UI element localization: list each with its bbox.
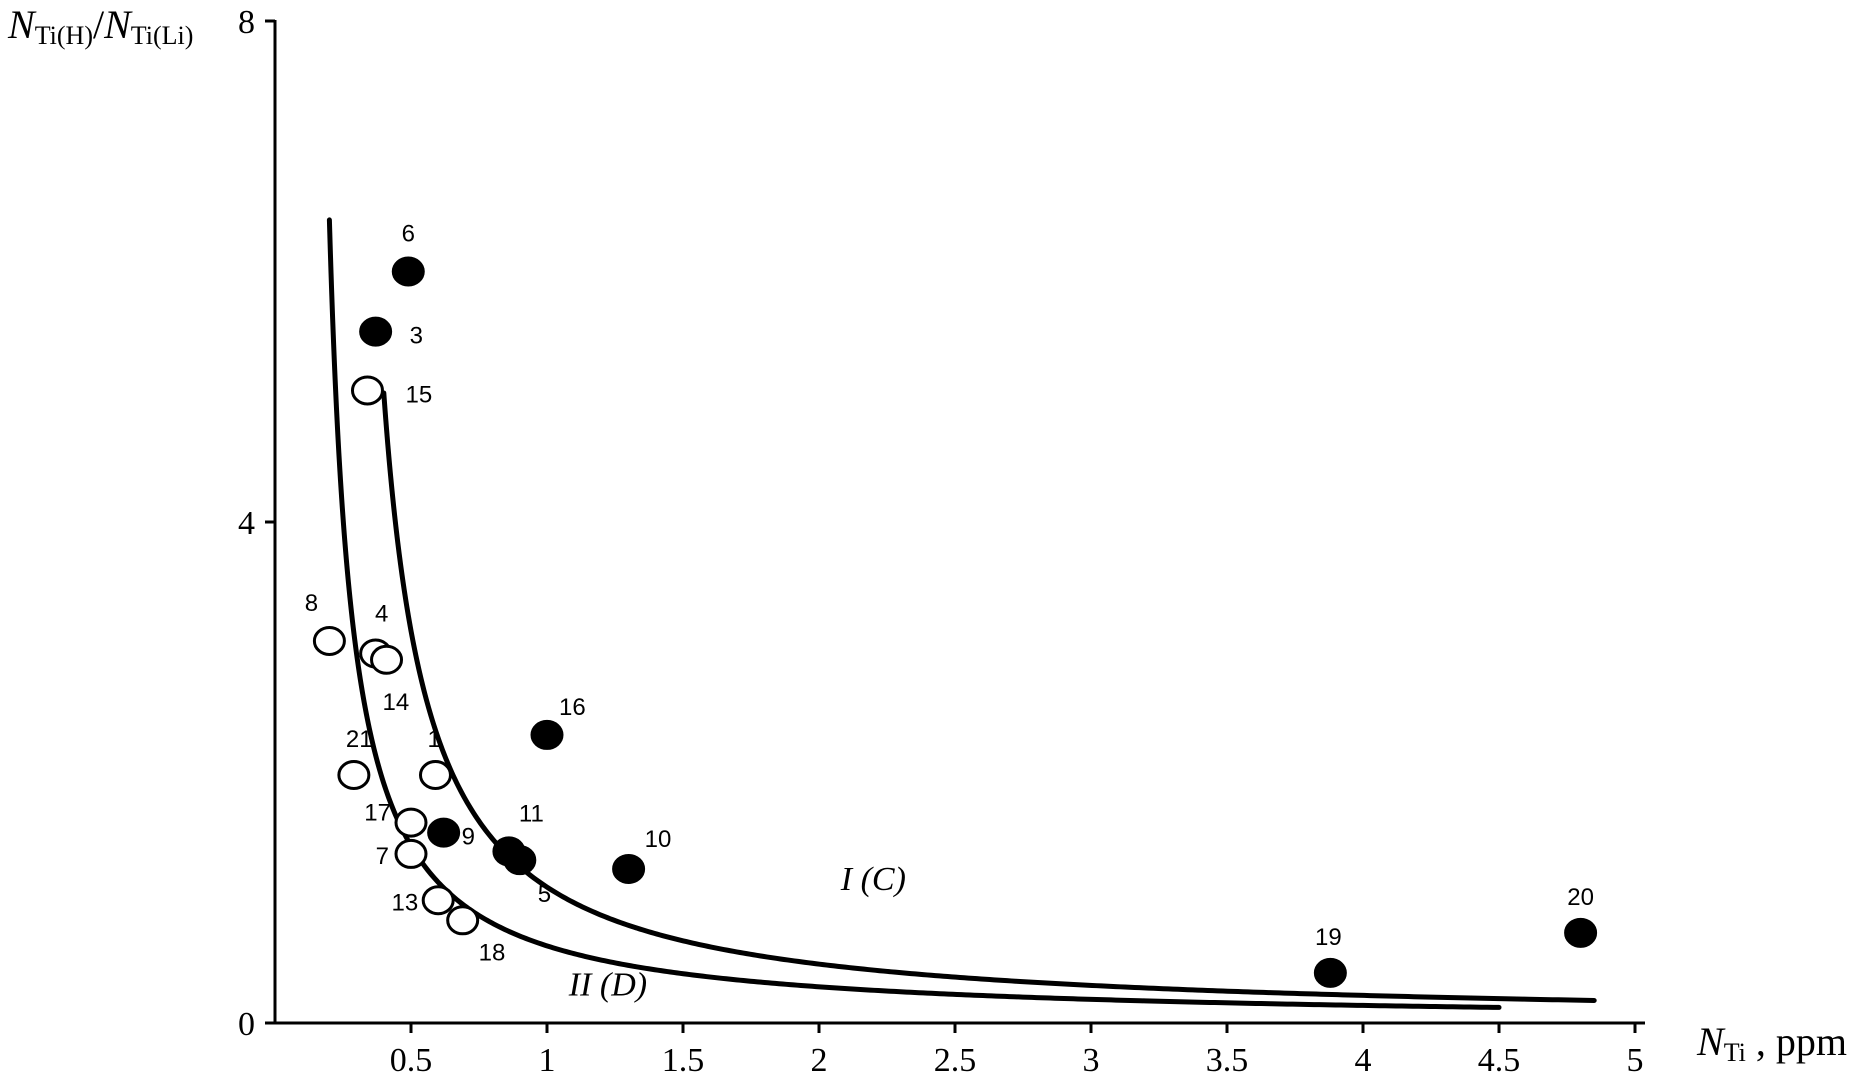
- x-ticks: 0.5 1 1.5 2 2.5 3 3.5 4 4.5 5: [390, 1023, 1644, 1079]
- x-tick-label: 5: [1627, 1042, 1644, 1079]
- point-label: 20: [1567, 884, 1594, 911]
- point-label: 18: [479, 939, 506, 966]
- y-tick-label: 8: [238, 4, 255, 41]
- x-tick-label: 4.5: [1478, 1042, 1521, 1079]
- axes: [273, 20, 1645, 1025]
- point-label: 11: [519, 800, 544, 827]
- point-label: 7: [376, 843, 389, 870]
- point-label: 1: [427, 726, 440, 753]
- point-label: 6: [402, 221, 415, 248]
- point-label: 10: [645, 826, 672, 853]
- x-tick-label: 3: [1083, 1042, 1100, 1079]
- fitted-curves: [326, 217, 1597, 1010]
- filled-point: [1564, 917, 1598, 948]
- curve-label: I (C): [840, 861, 906, 898]
- open-point: [312, 625, 346, 656]
- point-label: 21: [346, 726, 373, 753]
- point-label: 5: [538, 881, 551, 908]
- curve-ii: [326, 217, 1502, 1010]
- point-label: 17: [364, 800, 391, 827]
- filled-point: [359, 316, 393, 347]
- x-tick-label: 3.5: [1206, 1042, 1249, 1079]
- open-point: [418, 760, 452, 791]
- filled-point: [503, 845, 537, 876]
- point-label: 15: [405, 381, 432, 408]
- data-points: [312, 256, 1598, 988]
- x-tick-label: 0.5: [390, 1042, 433, 1079]
- filled-point: [1313, 957, 1347, 988]
- filled-point: [612, 853, 646, 884]
- point-labels: 6 3 16 9 11 5 10 19 20 15 8 4 14 21 1 17 713 18: [305, 221, 1594, 967]
- x-tick-label: 2.5: [934, 1042, 977, 1079]
- open-point: [337, 760, 371, 791]
- open-point: [394, 807, 428, 838]
- point-label: 9: [462, 824, 475, 851]
- filled-point: [427, 817, 461, 848]
- y-tick-label: 4: [238, 505, 255, 542]
- open-point: [446, 905, 480, 936]
- x-tick-label: 1.5: [662, 1042, 705, 1079]
- open-point: [370, 644, 404, 675]
- open-point: [421, 885, 455, 916]
- point-label: 16: [559, 694, 586, 721]
- y-ticks: 0 4 8: [238, 4, 275, 1043]
- y-axis-title: NTi(H)/NTi(Li): [7, 2, 193, 50]
- filled-point: [530, 719, 564, 750]
- point-label: 13: [391, 889, 418, 916]
- open-point: [350, 375, 384, 406]
- x-axis-title: NTi , ppm: [1696, 1019, 1847, 1067]
- curve-label: II (D): [568, 966, 647, 1003]
- y-tick-label: 0: [238, 1006, 255, 1043]
- open-point: [394, 838, 428, 869]
- point-label: 8: [305, 590, 318, 617]
- point-label: 3: [410, 323, 423, 350]
- curve-labels: I (C) II (D): [568, 861, 906, 1003]
- point-label: 19: [1315, 924, 1342, 951]
- point-label: 4: [375, 601, 388, 628]
- x-tick-label: 4: [1355, 1042, 1372, 1079]
- filled-point: [391, 256, 425, 287]
- x-tick-label: 2: [811, 1042, 828, 1079]
- x-tick-label: 1: [539, 1042, 556, 1079]
- curve-i: [381, 390, 1597, 1003]
- point-label: 14: [383, 689, 410, 716]
